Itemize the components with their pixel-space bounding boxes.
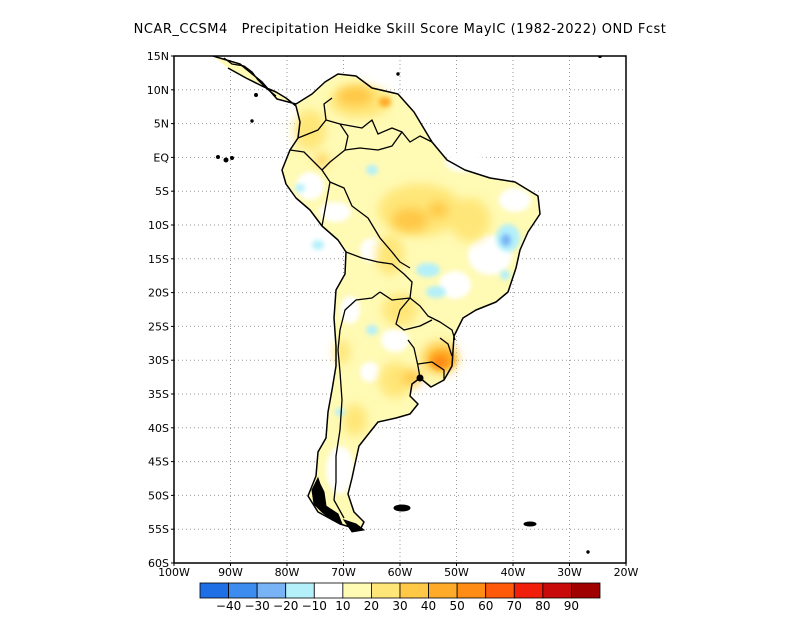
lat-tick-label: 25S — [148, 320, 169, 333]
lat-tick-label: 20S — [148, 287, 169, 300]
lon-tick-label: 30W — [557, 566, 582, 579]
map-title: NCAR_CCSM4 Precipitation Heidke Skill Sc… — [133, 22, 667, 37]
colorbar-swatch — [313, 582, 344, 599]
south-america-landmass — [213, 56, 540, 530]
lat-tick-label: 35S — [148, 388, 169, 401]
lat-tick-label: 15N — [147, 50, 169, 63]
colorbar-label: 80 — [535, 599, 550, 613]
lon-tick-label: 100W — [158, 566, 190, 579]
lon-tick-label: 50W — [444, 566, 469, 579]
lat-tick-label: 30S — [148, 354, 169, 367]
lon-tick-label: 40W — [501, 566, 526, 579]
colorbar-swatch — [199, 582, 229, 599]
lon-tick-label: 80W — [275, 566, 300, 579]
colorbar-swatch — [256, 582, 287, 599]
lon-tick-label: 20W — [614, 566, 639, 579]
country-borders — [289, 97, 456, 519]
skill-20-30-patches — [294, 86, 490, 436]
colorbar-swatch — [428, 582, 458, 599]
skill-neg-20-patches — [501, 234, 511, 246]
colorbar-label: 50 — [450, 599, 465, 613]
colorbar-label: −20 — [273, 599, 298, 613]
colorbar-swatch — [342, 582, 372, 599]
colorbar — [199, 582, 601, 599]
colorbar-label: −10 — [302, 599, 327, 613]
colorbar-label: 10 — [335, 599, 350, 613]
colorbar-label: 60 — [478, 599, 493, 613]
lat-tick-label: 10N — [147, 84, 169, 97]
lon-tick-label: 60W — [388, 566, 413, 579]
colorbar-swatch — [371, 582, 401, 599]
skill-30-40-patches — [316, 86, 458, 386]
lon-tick-label: 70W — [331, 566, 356, 579]
colorbar-swatch — [542, 582, 572, 599]
colorbar-label: −40 — [216, 599, 241, 613]
colorbar-swatch — [571, 582, 601, 599]
colorbar-label: 90 — [564, 599, 579, 613]
longitude-labels: 100W 90W 80W 70W 60W 50W 40W 30W 20W — [158, 563, 639, 579]
colorbar-label: 40 — [421, 599, 436, 613]
colorbar-swatch — [485, 582, 515, 599]
colorbar-swatch — [399, 582, 429, 599]
colorbar-label: 70 — [507, 599, 522, 613]
colorbar-label: −30 — [244, 599, 269, 613]
grid-lines — [174, 56, 626, 563]
fjords-islands — [216, 56, 602, 554]
colorbar-label: 30 — [392, 599, 407, 613]
lat-tick-label: EQ — [153, 151, 169, 164]
lat-tick-label: 55S — [148, 523, 169, 536]
lat-tick-label: 10S — [148, 219, 169, 232]
skill-50-60-patches — [433, 356, 447, 368]
lon-tick-label: 90W — [218, 566, 243, 579]
coastline — [212, 56, 541, 531]
colorbar-labels: −40 −30 −20 −10 10 20 30 40 50 60 70 80 90 — [216, 599, 579, 613]
lat-tick-label: 50S — [148, 489, 169, 502]
colorbar-swatch — [456, 582, 487, 599]
colorbar-label: 20 — [364, 599, 379, 613]
lat-tick-label: 15S — [148, 253, 169, 266]
lat-tick-label: 5S — [155, 185, 169, 198]
latitude-labels: 15N 10N 5N EQ 5S 10S 15S 20S 25S 30S 35S 40S 45S 50S 5… — [147, 50, 174, 570]
colorbar-swatch — [513, 582, 544, 599]
lat-tick-label: 5N — [154, 118, 169, 131]
central-america-coast — [223, 57, 277, 97]
colorbar-swatch — [228, 582, 258, 599]
lat-tick-label: 45S — [148, 456, 169, 469]
lat-tick-label: 40S — [148, 422, 169, 435]
lat-tick-label: 60S — [148, 557, 169, 570]
colorbar-swatch — [285, 582, 315, 599]
